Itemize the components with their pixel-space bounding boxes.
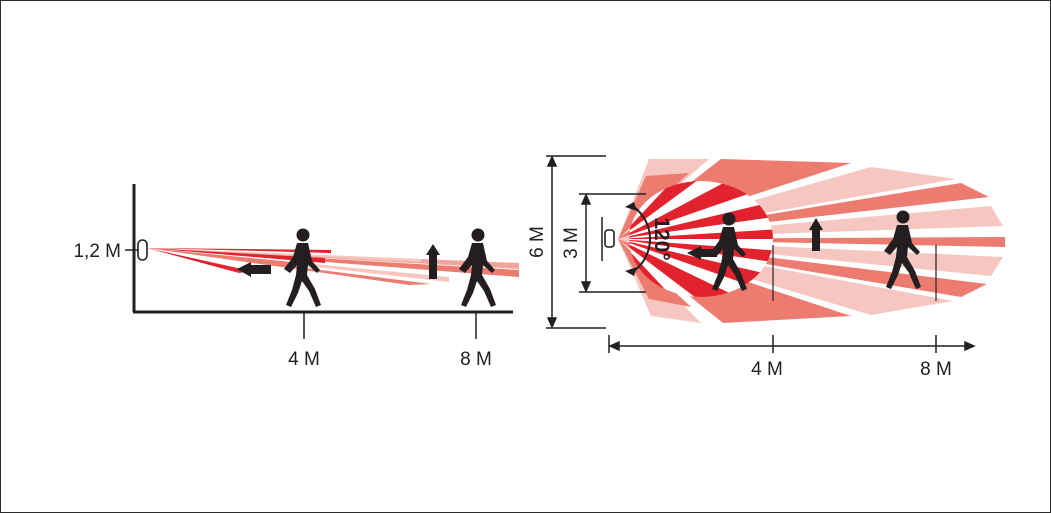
width-inner-label: 3 M: [561, 227, 582, 259]
angle-arrowhead-top: [625, 202, 637, 211]
angle-arrowhead-bottom: [625, 267, 637, 276]
arrow-left-icon: [687, 246, 717, 260]
top-distance-far-label: 8 M: [920, 359, 952, 380]
walking-person-icon: [459, 228, 496, 307]
distance-dimension: [608, 245, 976, 353]
top-view: 120° 6 M 3 M: [527, 155, 1005, 380]
side-distance-near-label: 4 M: [288, 349, 320, 370]
sensor-icon: [604, 229, 615, 248]
height-label: 1,2 M: [73, 241, 121, 262]
walking-person-icon: [284, 228, 321, 307]
arrow-up-icon: [426, 244, 440, 279]
arrow-up-icon: [809, 218, 823, 251]
arrow-left-icon: [237, 262, 271, 277]
angle-arc: [633, 206, 651, 272]
width-dimension-inner: [579, 193, 646, 293]
width-dimension-outer: [546, 155, 606, 329]
top-distance-near-label: 4 M: [751, 359, 783, 380]
side-distance-far-label: 8 M: [460, 349, 492, 370]
side-view: 1,2 M 4 M 8 M: [73, 184, 519, 370]
width-outer-label: 6 M: [527, 226, 548, 258]
sensor-icon: [137, 239, 148, 261]
angle-label: 120°: [650, 217, 673, 260]
